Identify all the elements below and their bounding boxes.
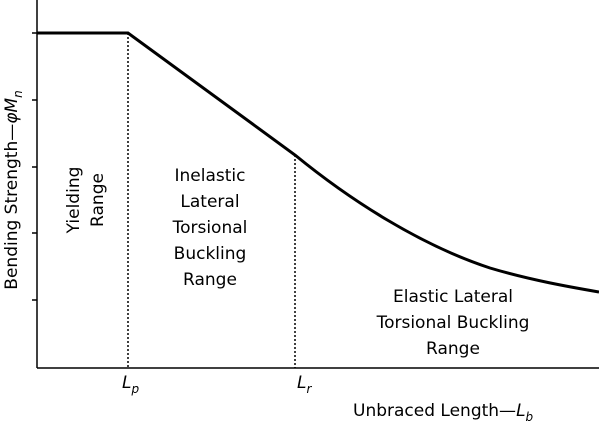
label-sub: b: [526, 410, 534, 422]
marker-sub: r: [306, 382, 312, 396]
marker-symbol: L: [297, 373, 306, 393]
region-text: Yielding: [64, 167, 84, 235]
region-text: Elastic Lateral: [393, 287, 513, 307]
label-text: Bending Strength—: [2, 124, 22, 290]
region-text: Torsional: [172, 218, 248, 238]
region-text: Range: [88, 173, 108, 227]
strength-curve: [37, 31, 599, 294]
region-text: Range: [426, 339, 480, 359]
label-text: Unbraced Length—: [353, 401, 516, 421]
marker-sub: p: [130, 382, 139, 396]
label-sub: n: [11, 90, 25, 98]
yielding-region: Yielding Range: [64, 167, 108, 235]
label-symbol: L: [516, 401, 525, 421]
inelastic-region: Inelastic Lateral Torsional Buckling Ran…: [172, 166, 248, 290]
region-text: Buckling: [174, 244, 247, 264]
elastic-region: Elastic Lateral Torsional Buckling Range: [376, 287, 530, 359]
region-text: Inelastic: [175, 166, 246, 186]
region-text: Lateral: [180, 192, 239, 212]
region-text: Torsional Buckling: [376, 313, 530, 333]
axes: [32, 0, 599, 369]
lr-label: Lr: [297, 373, 312, 396]
y-axis-label: Bending Strength—φMn: [2, 90, 25, 289]
x-axis-label: Unbraced Length—Lb: [353, 401, 534, 422]
label-symbol: φM: [2, 98, 22, 124]
lp-label: Lp: [122, 373, 139, 396]
marker-symbol: L: [122, 373, 131, 393]
region-text: Range: [183, 270, 237, 290]
